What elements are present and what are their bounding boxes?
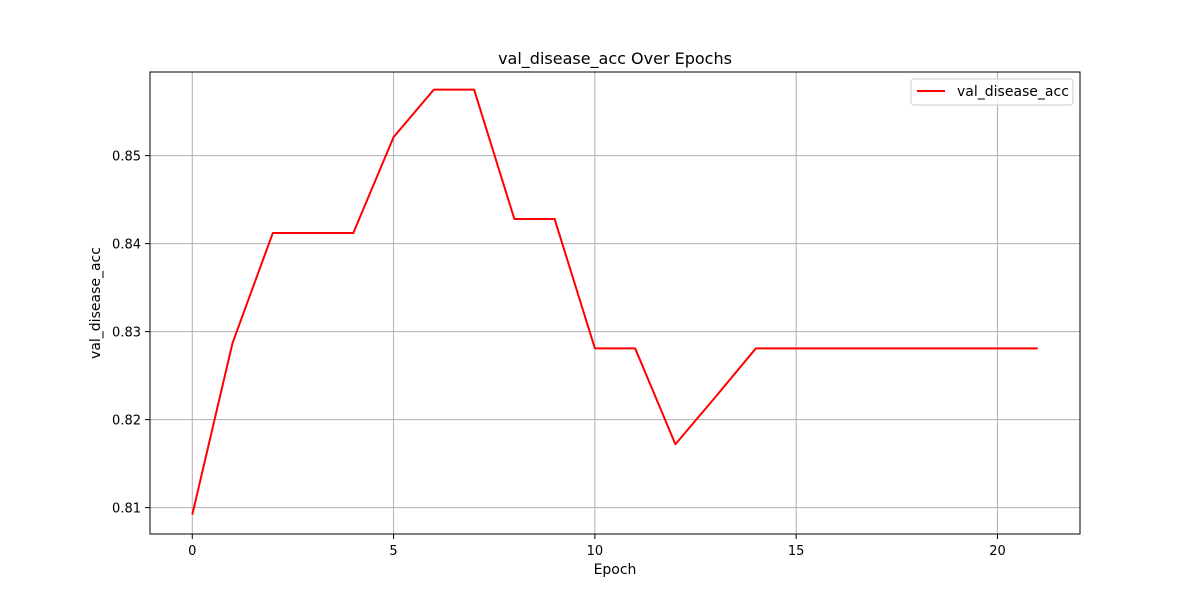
legend: val_disease_acc xyxy=(910,78,1074,106)
grid-lines xyxy=(150,72,1080,534)
x-tick-label: 5 xyxy=(389,544,397,559)
y-tick-label: 0.82 xyxy=(112,414,141,429)
x-tick-label: 10 xyxy=(587,544,604,559)
y-tick-label: 0.85 xyxy=(112,150,141,165)
axis-ticks: 0 5 10 15 20 0.81 0.82 0.83 0.84 0.85 xyxy=(112,150,1006,559)
plot-area xyxy=(150,72,1080,534)
plot-frame xyxy=(149,71,1081,535)
y-tick-label: 0.84 xyxy=(112,238,141,253)
y-tick-label: 0.83 xyxy=(112,326,141,341)
x-tick-label: 15 xyxy=(788,544,805,559)
x-tick-label: 0 xyxy=(188,544,196,559)
x-tick-label: 20 xyxy=(989,544,1006,559)
y-tick-label: 0.81 xyxy=(112,502,141,517)
y-axis-label: val_disease_acc xyxy=(88,247,104,359)
legend-box xyxy=(910,78,1074,106)
chart-title: val_disease_acc Over Epochs xyxy=(498,49,732,69)
series-line-0 xyxy=(191,88,1038,515)
legend-label: val_disease_acc xyxy=(957,84,1069,100)
x-axis-label: Epoch xyxy=(594,562,637,578)
series-layer xyxy=(191,88,1038,515)
